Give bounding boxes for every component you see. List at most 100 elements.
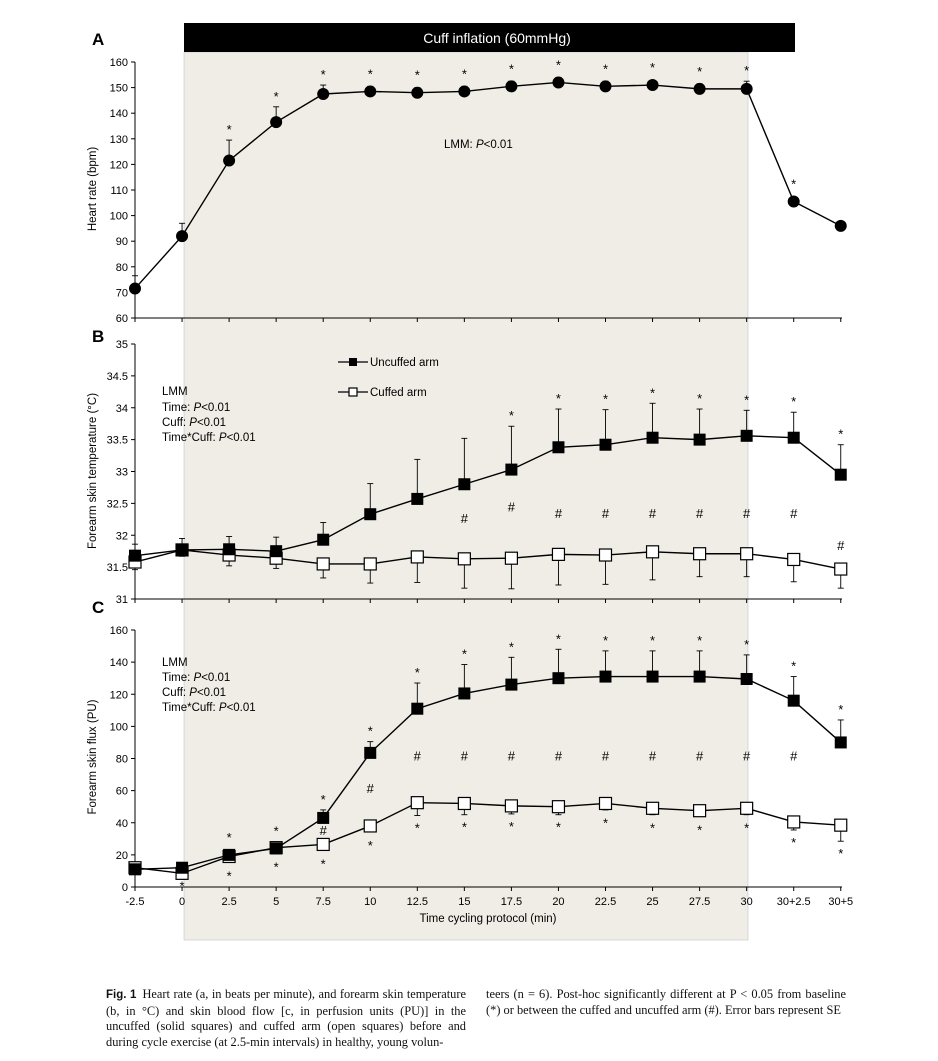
significance-hash: # xyxy=(320,823,328,838)
significance-star: * xyxy=(603,633,608,648)
panel-b-series-open-square xyxy=(128,543,848,590)
significance-hash: # xyxy=(696,749,704,764)
significance-hash: # xyxy=(555,749,563,764)
y-tick-label: 160 xyxy=(110,57,128,69)
legend-cuffed-marker xyxy=(348,387,358,397)
y-tick-label: 34.5 xyxy=(107,371,128,383)
data-point xyxy=(646,670,659,683)
data-point xyxy=(411,702,424,715)
data-point xyxy=(693,82,706,95)
y-tick-label: 20 xyxy=(116,850,128,862)
data-point xyxy=(834,562,848,576)
x-tick-label: 10 xyxy=(364,896,376,908)
y-tick-label: 80 xyxy=(116,754,128,766)
data-point xyxy=(552,76,565,89)
data-point xyxy=(504,799,518,813)
data-point xyxy=(270,545,283,558)
significance-star: * xyxy=(556,820,561,835)
data-point xyxy=(458,687,471,700)
significance-star: * xyxy=(791,394,796,409)
significance-star: * xyxy=(462,647,467,662)
data-point xyxy=(740,429,753,442)
significance-star: * xyxy=(227,122,232,137)
x-tick-label: 2.5 xyxy=(221,896,236,908)
data-point xyxy=(551,800,566,814)
cuff-inflation-banner xyxy=(184,23,795,52)
data-point xyxy=(646,431,659,444)
y-tick-label: 60 xyxy=(116,786,128,798)
legend-uncuffed-marker xyxy=(349,358,357,366)
significance-star: * xyxy=(509,408,514,423)
data-point xyxy=(646,79,659,92)
data-point xyxy=(787,552,801,567)
significance-star: * xyxy=(368,838,373,853)
svg-text:Cuff: P<0.01: Cuff: P<0.01 xyxy=(162,687,226,699)
data-point xyxy=(316,557,330,571)
significance-star: * xyxy=(744,63,749,78)
data-point xyxy=(411,492,424,505)
y-tick-label: 60 xyxy=(116,313,128,325)
panel-c-stat-annotation: LMM Time: P<0.01 Cuff: P<0.01 Time*Cuff:… xyxy=(162,657,256,714)
significance-star: * xyxy=(744,820,749,835)
significance-hash: # xyxy=(743,749,751,764)
data-point xyxy=(129,282,141,295)
significance-hash: # xyxy=(649,749,657,764)
data-point xyxy=(693,433,706,446)
y-tick-label: 34 xyxy=(116,403,128,415)
panel-a-letter: A xyxy=(92,30,104,49)
significance-star: * xyxy=(321,792,326,807)
x-tick-label: 20 xyxy=(552,896,564,908)
y-tick-label: 160 xyxy=(110,625,128,637)
data-point xyxy=(552,672,565,685)
significance-star: * xyxy=(838,427,843,442)
y-tick-label: 130 xyxy=(110,134,128,146)
y-tick-label: 35 xyxy=(116,339,128,351)
panel-a-series-filled-circle: * * * * * * * * * * * * * xyxy=(129,57,847,295)
significance-star: * xyxy=(603,815,608,830)
significance-star: * xyxy=(415,68,420,83)
data-point xyxy=(787,815,801,829)
y-tick-label: 140 xyxy=(110,108,128,120)
data-point xyxy=(223,848,236,861)
x-tick-label: 17.5 xyxy=(501,896,522,908)
data-point xyxy=(410,550,424,564)
legend-uncuffed-label: Uncuffed arm xyxy=(370,357,439,369)
data-point xyxy=(129,549,141,562)
y-tick-label: 140 xyxy=(110,657,128,669)
data-point xyxy=(457,796,471,811)
significance-star: * xyxy=(650,60,655,75)
significance-star: * xyxy=(556,391,561,406)
significance-star: * xyxy=(227,868,232,883)
significance-star: * xyxy=(744,637,749,652)
data-point xyxy=(551,547,566,561)
significance-star: * xyxy=(791,659,796,674)
caption-left-text: Heart rate (a, in beats per minute), and… xyxy=(106,987,467,1049)
data-point xyxy=(317,811,330,824)
significance-star: * xyxy=(274,89,279,104)
x-tick-label: 30+5 xyxy=(828,896,853,908)
data-point xyxy=(740,82,753,95)
panel-c-plot: 0 20 40 60 80 100 120 140 160 -2.5 0 2.5 5 7.5 10 12.5 1… xyxy=(110,625,854,908)
significance-hash: # xyxy=(602,749,610,764)
panel-b-plot: 31 31.5 32 32.5 33 33.5 34 34.5 35 # * # * # * # * # * # * # *… xyxy=(107,339,848,606)
data-point xyxy=(598,796,613,811)
significance-hash: # xyxy=(508,749,516,764)
legend-cuffed-label: Cuffed arm xyxy=(370,387,427,399)
significance-star: * xyxy=(321,67,326,82)
significance-star: * xyxy=(274,823,279,838)
significance-star: * xyxy=(462,66,467,81)
data-point xyxy=(552,441,565,454)
svg-text:Time: P<0.01: Time: P<0.01 xyxy=(162,672,230,684)
figure-1: Cuff inflation (60mmHg) A B C Heart rate… xyxy=(87,23,854,941)
data-point xyxy=(410,796,424,810)
x-tick-label: 7.5 xyxy=(316,896,331,908)
significance-star: * xyxy=(838,846,843,861)
significance-star: * xyxy=(650,385,655,400)
data-point xyxy=(740,672,753,685)
y-tick-label: 31.5 xyxy=(107,562,128,574)
panel-c-letter: C xyxy=(92,598,104,617)
data-point xyxy=(834,736,847,749)
data-point xyxy=(363,557,377,571)
data-point xyxy=(645,801,660,815)
panel-a-stat-annotation: LMM: P<0.01 xyxy=(444,139,513,151)
